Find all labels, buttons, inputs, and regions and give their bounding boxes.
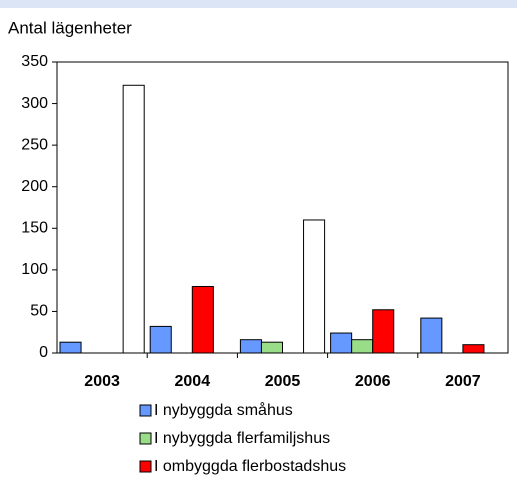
legend-swatch <box>139 460 152 473</box>
y-axis-label: Antal lägenheter <box>8 18 132 37</box>
legend-label: I ombyggda flerbostadshus <box>154 458 346 475</box>
y-tick-label: 150 <box>21 220 48 237</box>
legend-label: I nybyggda småhus <box>154 401 293 419</box>
y-tick-label: 250 <box>21 136 48 153</box>
bar <box>351 339 374 354</box>
bar <box>372 309 395 354</box>
bar <box>303 219 326 354</box>
y-tick-label: 350 <box>21 53 48 70</box>
bar <box>59 341 82 354</box>
bar <box>260 341 284 354</box>
x-tick-label: 2007 <box>445 373 481 390</box>
bar <box>330 332 353 354</box>
x-tick-label: 2003 <box>84 373 120 390</box>
legend-label: I nybyggda flerfamiljshus <box>154 430 330 447</box>
bar <box>149 325 172 354</box>
x-tick-label: 2005 <box>265 373 301 390</box>
bar <box>191 285 214 354</box>
bar <box>122 84 145 354</box>
x-tick-label: 2004 <box>175 373 211 390</box>
bar <box>239 339 262 354</box>
legend-swatch <box>139 432 152 445</box>
legend-swatch <box>139 404 152 417</box>
y-tick-label: 200 <box>21 178 48 195</box>
x-tick-label: 2006 <box>355 373 391 390</box>
header-band <box>0 0 517 8</box>
y-tick-label: 50 <box>30 303 48 320</box>
bar <box>462 344 485 354</box>
y-tick-label: 0 <box>39 344 48 361</box>
bar <box>420 317 443 354</box>
y-tick-label: 100 <box>21 261 48 278</box>
y-tick-label: 300 <box>21 95 48 112</box>
